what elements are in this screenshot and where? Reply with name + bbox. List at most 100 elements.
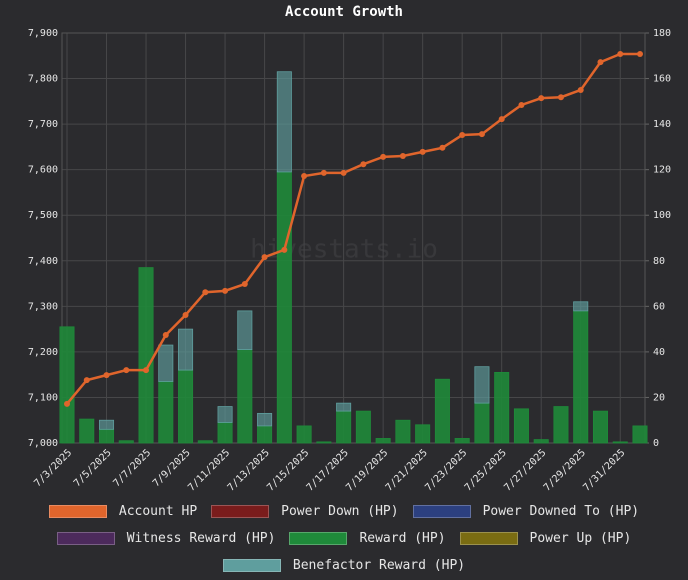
bar	[99, 419, 115, 430]
point	[143, 367, 150, 374]
line	[66, 52, 640, 405]
legend-label: Benefactor Reward (HP)	[292, 558, 466, 573]
point	[182, 311, 189, 318]
point	[617, 50, 624, 57]
legend-swatch	[211, 505, 270, 518]
point	[360, 161, 367, 168]
point	[241, 281, 248, 288]
bar	[474, 402, 490, 444]
y-tick-label: 7,200	[28, 347, 58, 358]
bar	[276, 171, 292, 444]
y2-tick-label: 0	[653, 438, 659, 449]
bar	[79, 418, 95, 444]
point	[557, 94, 564, 101]
point	[64, 400, 70, 407]
y-tick-label: 7,700	[28, 119, 58, 130]
legend-label: Reward (HP)	[359, 531, 446, 546]
legend-swatch	[289, 532, 348, 545]
y2-tick-label: 80	[653, 256, 665, 267]
bar	[217, 422, 233, 444]
point	[459, 132, 466, 139]
point	[419, 148, 426, 155]
bar	[415, 424, 431, 444]
point	[577, 86, 584, 93]
point	[222, 287, 229, 294]
point	[518, 101, 525, 108]
bar	[533, 439, 549, 444]
point	[498, 116, 505, 123]
legend-label: Power Downed To (HP)	[482, 504, 640, 519]
chart: Account Growth hivestats.io 7,0007,1007,…	[28, 4, 671, 494]
y2-tick-label: 60	[653, 301, 665, 312]
point	[320, 169, 327, 176]
bar	[138, 267, 154, 444]
legend-item[interactable]: Reward (HP)	[289, 531, 446, 546]
y-tick-label: 7,600	[28, 165, 58, 176]
bar	[592, 410, 608, 444]
bar	[158, 344, 174, 382]
x-tick-label: 7/5/2025	[72, 447, 114, 489]
point	[83, 377, 90, 384]
x-tick-label: 7/3/2025	[32, 447, 74, 489]
legend-label: Power Up (HP)	[529, 531, 632, 546]
y-tick-label: 7,000	[28, 438, 58, 449]
bar	[474, 366, 490, 404]
y2-tick-label: 20	[653, 392, 665, 403]
legend-swatch	[56, 532, 115, 545]
bar	[178, 328, 194, 371]
x-tick-label: 7/7/2025	[111, 447, 153, 489]
legend-swatch	[459, 532, 518, 545]
point	[439, 144, 446, 151]
bar	[336, 410, 352, 444]
legend-item[interactable]: Benefactor Reward (HP)	[222, 558, 466, 573]
bar	[316, 441, 332, 444]
point	[538, 95, 545, 102]
legend-swatch	[48, 505, 107, 518]
bar	[158, 381, 174, 444]
bar	[573, 301, 589, 312]
legend-item[interactable]: Power Downed To (HP)	[412, 504, 640, 519]
bar	[573, 310, 589, 444]
legend-item[interactable]: Witness Reward (HP)	[56, 531, 276, 546]
legend-item[interactable]: Power Down (HP)	[211, 504, 399, 519]
legend: Account HP Power Down (HP) Power Downed To…	[10, 504, 678, 573]
point	[380, 153, 387, 160]
point	[202, 289, 209, 296]
legend-label: Account HP	[118, 504, 198, 519]
point	[637, 50, 643, 57]
bar	[553, 406, 569, 444]
chart-title: Account Growth	[285, 4, 403, 20]
y-tick-label: 7,900	[28, 28, 58, 39]
y-tick-label: 7,800	[28, 74, 58, 85]
point	[301, 173, 308, 180]
legend-item[interactable]: Power Up (HP)	[459, 531, 632, 546]
bar	[237, 310, 253, 351]
bar	[355, 410, 371, 444]
point	[281, 246, 288, 253]
point	[597, 59, 604, 66]
bar	[336, 402, 352, 412]
bar	[276, 71, 292, 173]
y2-tick-label: 160	[653, 74, 671, 85]
bar	[296, 425, 312, 444]
bar	[118, 440, 134, 444]
bar	[257, 412, 273, 427]
point	[340, 169, 347, 176]
legend-label: Witness Reward (HP)	[126, 531, 276, 546]
legend-swatch	[222, 559, 281, 572]
legend-item[interactable]: Account HP	[48, 504, 198, 519]
bar	[99, 428, 115, 444]
y-tick-label: 7,500	[28, 210, 58, 221]
y2-tick-label: 180	[653, 28, 671, 39]
plot-border	[61, 32, 646, 444]
bar	[59, 326, 75, 444]
legend-swatch	[412, 505, 471, 518]
bar	[434, 378, 450, 444]
legend-label: Power Down (HP)	[281, 504, 399, 519]
y-tick-label: 7,400	[28, 256, 58, 267]
y2-tick-label: 120	[653, 165, 671, 176]
bar	[395, 419, 411, 444]
y-tick-label: 7,100	[28, 392, 58, 403]
y2-tick-label: 40	[653, 347, 665, 358]
